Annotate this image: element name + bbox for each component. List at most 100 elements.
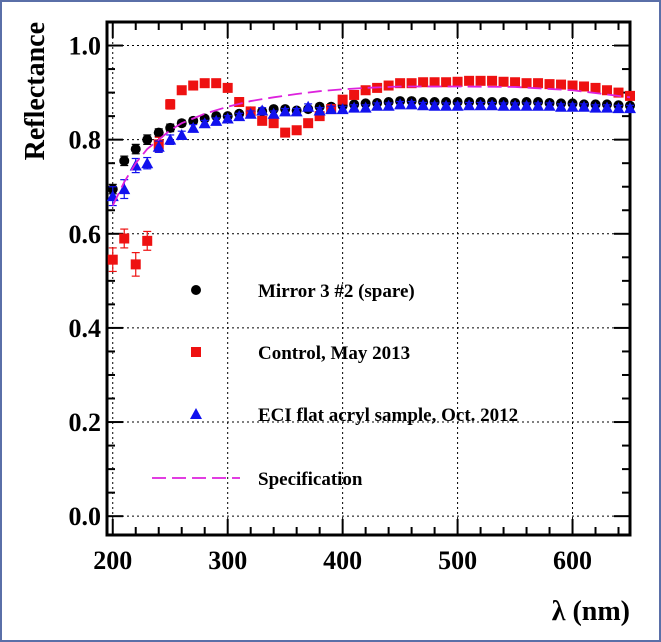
data-point [625,90,635,101]
plot-area-border [105,20,632,537]
y-tick-label: 1.0 [69,32,102,61]
data-point [268,118,279,129]
data-point [624,102,636,114]
specification-line [111,85,631,206]
data-point [441,77,452,88]
data-point [119,233,130,244]
x-tick-label: 200 [93,546,132,575]
grid-lines [107,22,630,535]
data-point [532,99,545,111]
data-point [601,101,614,113]
data-point [395,78,406,89]
data-point [383,80,394,91]
y-tick-label: 0.2 [69,408,102,437]
data-point [556,79,567,90]
data-point [152,140,165,152]
data-point [371,99,384,111]
x-axis-title: λ (nm) [552,596,630,627]
data-point [394,98,407,110]
data-point [440,99,453,111]
data-point [497,99,510,111]
data-point [475,75,486,86]
data-point [118,183,131,195]
legend-marker [191,347,201,357]
data-point [589,101,602,113]
data-point [510,77,521,88]
data-point [509,99,522,111]
legend-label: Specification [258,469,363,490]
tick-labels: 200 300 400 500 600 0.0 0.2 0.4 0.6 0.8 1.0 [69,32,593,575]
data-point [119,155,130,166]
legend-entry: Mirror 3 #2 (spare) [191,281,415,302]
legend-label: Mirror 3 #2 (spare) [258,281,415,302]
legend-label: ECI flat acryl sample, Oct. 2012 [258,405,518,426]
data-point [544,79,555,90]
data-point [406,78,417,89]
data-point [210,114,223,126]
data-point [221,112,234,124]
data-point [234,97,245,108]
data-point [211,78,222,89]
data-point [463,99,476,111]
y-tick-label: 0.8 [69,126,102,155]
x-tick-label: 600 [553,546,592,575]
data-point [336,103,349,115]
data-point [590,82,601,93]
series-dashed-line [111,85,631,206]
data-point [382,99,395,111]
legend-entry: ECI flat acryl sample, Oct. 2012 [190,405,518,426]
data-point [405,98,418,110]
data-point [188,80,199,91]
data-point [429,77,440,88]
data-point [602,85,613,96]
series-triangle [106,98,636,207]
data-point [291,125,302,136]
legend-entry: Specification [152,469,363,490]
data-point [187,121,200,133]
data-point [520,99,533,111]
data-point [325,103,338,115]
data-point [452,76,463,87]
data-point [360,85,371,96]
data-point [153,127,164,138]
data-point [107,254,118,265]
data-point [142,134,153,145]
data-point [142,235,153,246]
data-point [279,105,292,117]
x-tick-label: 300 [208,546,247,575]
data-point [222,82,233,93]
data-point [164,133,177,145]
data-point [141,157,154,169]
y-axis-title: Reflectance [20,22,51,160]
data-point [533,78,544,89]
data-point [280,127,291,138]
data-point [418,77,429,88]
legend-marker [191,285,201,295]
data-point [175,128,188,140]
data-point [244,107,257,119]
data-point [612,102,625,114]
data-point [130,259,141,270]
data-point [613,87,624,98]
data-point [290,105,303,117]
data-point [578,100,591,112]
y-tick-label: 0.6 [69,220,102,249]
legend-marker [190,408,202,419]
data-point [176,85,187,96]
data-point [233,110,246,122]
data-point [256,104,269,116]
data-point [566,100,579,112]
legend-entry: Control, May 2013 [191,343,410,364]
data-point [349,89,360,100]
data-series [106,75,636,277]
data-point [359,101,372,113]
data-point [314,111,325,122]
data-point [348,101,361,113]
data-point [567,80,578,91]
x-tick-label: 400 [323,546,362,575]
data-point [555,100,568,112]
data-point [165,122,176,133]
data-point [428,99,441,111]
x-tick-label: 500 [438,546,477,575]
